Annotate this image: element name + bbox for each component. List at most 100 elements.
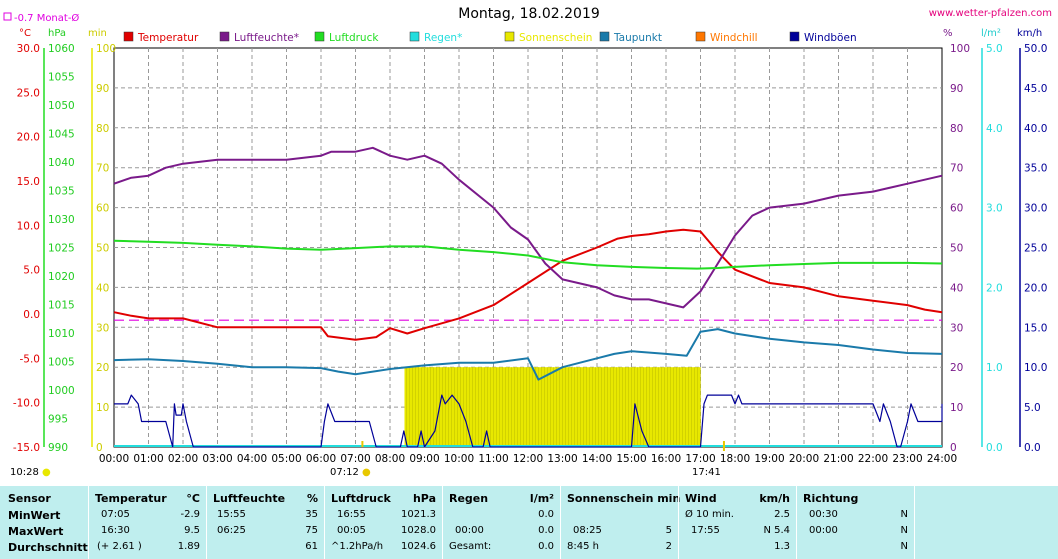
- kmh-tick-label: 5.0: [1024, 402, 1041, 414]
- pct-tick-label: 20: [950, 362, 963, 374]
- press-max-time: 00:05: [337, 525, 366, 536]
- temp-tick-label: 25.0: [17, 87, 40, 99]
- hpa-tick-label: 1010: [48, 328, 75, 340]
- pct-tick-label: 90: [950, 83, 963, 95]
- legend-swatch: [599, 31, 610, 42]
- hum-min-val: 35: [305, 509, 318, 520]
- month-avg-swatch: [3, 12, 12, 21]
- press-min-val: 1021.3: [401, 509, 436, 520]
- kmh-tick-label: 0.0: [1024, 442, 1041, 454]
- kmh-tick-label: 20.0: [1024, 282, 1047, 294]
- pct-tick-label: 30: [950, 322, 963, 334]
- dir-avg-val: N: [900, 541, 908, 552]
- hpa-tick-label: 1025: [48, 243, 75, 255]
- x-tick-label: 17:00: [685, 453, 715, 465]
- kmh-tick-label: 40.0: [1024, 123, 1047, 135]
- weather-chart: -0.7 Monat-Ø °C hPa min% l/m² km/h Temperatur L…: [3, 12, 1047, 465]
- min-tick-label: 100: [96, 43, 116, 55]
- wind-min-note: Ø 10 min.: [685, 509, 734, 520]
- unit-lm2: l/m²: [981, 28, 1001, 39]
- min-tick-label: 20: [96, 362, 109, 374]
- unit-celsius: °C: [19, 28, 31, 39]
- kmh-tick-label: 45.0: [1024, 83, 1047, 95]
- temp-avg-note: (+ 2.61 ): [97, 541, 142, 552]
- x-tick-label: 21:00: [823, 453, 853, 465]
- legend-swatch: [123, 31, 134, 42]
- kmh-tick-label: 15.0: [1024, 322, 1047, 334]
- sunrise-label: 07:12: [330, 467, 359, 478]
- temp-tick-label: 5.0: [23, 265, 40, 277]
- row-label-avg: Durchschnitt: [8, 541, 88, 554]
- pct-tick-label: 10: [950, 402, 963, 414]
- legend-label: Luftdruck: [329, 32, 379, 44]
- legend-label: Taupunkt: [613, 32, 662, 44]
- x-tick-label: 22:00: [858, 453, 888, 465]
- hum-head: Luftfeuchte: [213, 492, 286, 505]
- unit-hpa: hPa: [48, 28, 66, 39]
- legend-label: Sonnenschein: [519, 32, 592, 44]
- x-tick-label: 20:00: [789, 453, 819, 465]
- min-tick-label: 80: [96, 123, 109, 135]
- pct-tick-label: 70: [950, 163, 963, 175]
- hum-max-val: 75: [305, 525, 318, 536]
- temp-tick-label: 0.0: [23, 309, 40, 321]
- hpa-tick-label: 1060: [48, 43, 75, 55]
- dir-min-time: 00:30: [809, 509, 838, 520]
- rain-tick-label: 5.0: [986, 43, 1003, 55]
- x-tick-label: 19:00: [754, 453, 784, 465]
- stats-table: Sensor MinWert MaxWert Durchschnitt Temp…: [0, 486, 1058, 559]
- min-tick-label: 60: [96, 203, 109, 215]
- press-unit: hPa: [412, 492, 436, 505]
- x-tick-label: 08:00: [375, 453, 405, 465]
- month-avg-label: -0.7 Monat-Ø: [14, 12, 79, 24]
- sunshine-bar: [404, 367, 701, 447]
- rain-min-val: 0.0: [538, 509, 554, 520]
- hpa-tick-label: 1050: [48, 100, 75, 112]
- rain-unit: l/m²: [529, 492, 554, 505]
- hpa-tick-label: 1005: [48, 357, 75, 369]
- row-label-sensor: Sensor: [8, 492, 51, 505]
- x-tick-label: 14:00: [582, 453, 612, 465]
- hpa-tick-label: 1040: [48, 157, 75, 169]
- hpa-tick-label: 1035: [48, 186, 75, 198]
- wind-head: Wind: [685, 492, 717, 505]
- min-tick-label: 90: [96, 83, 109, 95]
- unit-min: min: [88, 28, 107, 39]
- x-tick-label: 00:00: [99, 453, 129, 465]
- chart-title: Montag, 18.02.2019: [458, 6, 600, 22]
- pct-tick-label: 40: [950, 282, 963, 294]
- temp-head: Temperatur: [95, 492, 167, 505]
- stats-col-press: Luftdruck hPa 16:55 1021.3 00:05 1028.0 …: [324, 486, 442, 559]
- x-tick-label: 03:00: [202, 453, 232, 465]
- rain-avg-note: Gesamt:: [449, 541, 492, 552]
- min-tick-label: 0: [96, 442, 103, 454]
- wind-min-val: 2.5: [774, 509, 790, 520]
- temp-tick-label: -5.0: [20, 353, 41, 365]
- temp-min-val: -2.9: [180, 509, 200, 520]
- rain-tick-label: 4.0: [986, 123, 1003, 135]
- site-link[interactable]: www.wetter-pfalzen.com: [928, 8, 1052, 19]
- pct-tick-label: 60: [950, 203, 963, 215]
- x-tick-label: 15:00: [616, 453, 646, 465]
- press-max-val: 1028.0: [401, 525, 436, 536]
- x-tick-label: 24:00: [927, 453, 957, 465]
- legend-label: Windchill: [710, 32, 758, 44]
- dir-max-val: N: [900, 525, 908, 536]
- pct-tick-label: 100: [950, 43, 970, 55]
- temp-max-val: 9.5: [184, 525, 200, 536]
- stats-col-sun: Sonnenschein min 08:25 5 8:45 h 2: [560, 486, 680, 559]
- hpa-tick-label: 990: [48, 442, 68, 454]
- series-line-luftdruck: [113, 239, 943, 270]
- sun-avg-val: 2: [665, 541, 672, 552]
- dir-max-time: 00:00: [809, 525, 838, 536]
- hum-max-time: 06:25: [217, 525, 246, 536]
- sun-avg-note: 8:45 h: [567, 541, 599, 552]
- stats-col-temp: Temperatur °C 07:05 -2.9 16:30 9.5 (+ 2.…: [88, 486, 206, 559]
- x-tick-label: 06:00: [306, 453, 336, 465]
- hum-avg-val: 61: [305, 541, 318, 552]
- temp-tick-label: 15.0: [17, 176, 40, 188]
- press-avg-note: ^1.2hPa/h: [331, 541, 384, 552]
- unit-kmh: km/h: [1017, 28, 1042, 39]
- x-tick-label: 07:00: [340, 453, 370, 465]
- series-line-luftfeuchte: [113, 146, 943, 309]
